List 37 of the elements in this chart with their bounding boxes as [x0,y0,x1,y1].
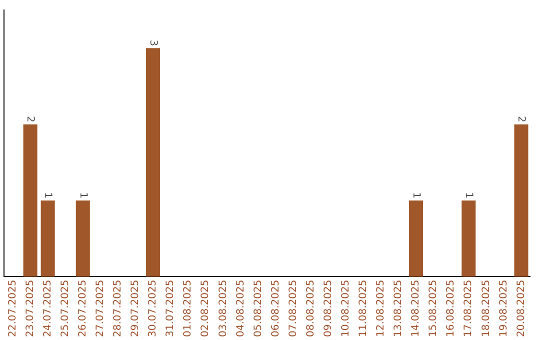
x-tick-label: 24.07.2025 [42,280,54,338]
x-tick-label: 02.08.2025 [200,280,212,338]
x-tick-label: 30.07.2025 [148,280,159,338]
x-tick-label: 23.07.2025 [24,280,36,338]
x-tick-label: 09.08.2025 [322,280,334,338]
data-label: 1 [410,192,422,199]
data-label: 1 [463,192,474,199]
data-label: 2 [24,116,36,122]
x-tick-label: 19.08.2025 [498,280,510,338]
x-tick-label: 06.08.2025 [270,280,282,338]
x-tick-label: 15.08.2025 [428,280,440,338]
x-tick-label: 10.08.2025 [340,280,352,338]
x-tick-label: 16.08.2025 [446,280,457,338]
x-tick-label: 12.08.2025 [376,280,387,338]
x-tick-label: 03.08.2025 [218,280,229,338]
x-tick-label: 17.08.2025 [463,280,474,338]
x-tick-label: 27.07.2025 [95,280,106,338]
x-tick-label: 31.07.2025 [165,280,176,338]
x-tick-label: 01.08.2025 [182,280,194,338]
x-tick-label: 29.07.2025 [130,280,142,338]
x-tick-label: 07.08.2025 [288,280,299,338]
x-tick-label: 28.07.2025 [112,280,124,338]
x-tick-label: 26.07.2025 [77,280,88,338]
x-tick-label: 18.08.2025 [480,280,492,338]
data-label: 1 [77,192,88,199]
x-tick-label: 20.08.2025 [516,280,527,338]
x-tick-label: 14.08.2025 [410,280,422,338]
x-tick-label: 05.08.2025 [252,280,264,338]
x-tick-label: 08.08.2025 [305,280,316,338]
x-tick-label: 13.08.2025 [393,280,404,338]
x-tick-label: 04.08.2025 [235,280,246,338]
x-tick-label: 11.08.2025 [358,280,370,338]
data-label: 2 [516,116,527,122]
x-tick-label: 22.07.2025 [7,280,18,338]
data-label: 1 [42,192,54,199]
data-label: 3 [147,40,158,46]
x-tick-label: 25.07.2025 [60,280,71,338]
